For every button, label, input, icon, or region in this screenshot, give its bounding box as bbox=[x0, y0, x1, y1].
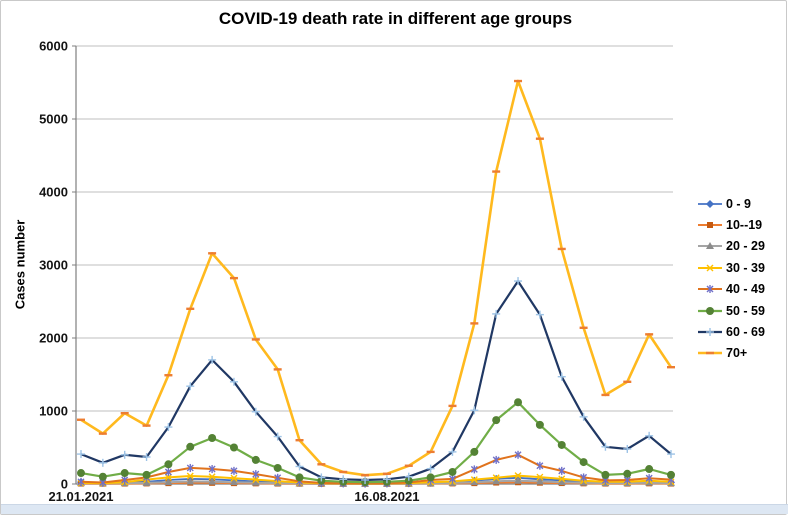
legend-label: 50 - 59 bbox=[726, 303, 765, 318]
y-tick-label: 6000 bbox=[39, 39, 68, 54]
chart-title: COVID-19 death rate in different age gro… bbox=[218, 9, 573, 28]
x-tick-label: 21.01.2021 bbox=[48, 489, 113, 504]
window-bottom-strip bbox=[1, 504, 788, 514]
y-tick-label: 0 bbox=[61, 477, 68, 492]
y-tick-label: 4000 bbox=[39, 185, 68, 200]
chart-legend: 0 - 9 10--19 20 - 29 30 - 39 40 - 49 50 - 59 6… bbox=[697, 193, 765, 364]
legend-swatch-line bbox=[698, 199, 722, 208]
legend-label: 0 - 9 bbox=[726, 196, 752, 211]
legend-label: 30 - 39 bbox=[726, 260, 765, 275]
legend-item-70+: 70+ bbox=[697, 343, 765, 364]
legend-item-10-19: 10--19 bbox=[697, 214, 765, 235]
y-tick-label: 5000 bbox=[39, 112, 68, 127]
legend-item-60-69: 60 - 69 bbox=[697, 321, 765, 342]
x-tick-label: 16.08.2021 bbox=[354, 489, 419, 504]
legend-swatch-line bbox=[698, 328, 722, 337]
legend-label: 10--19 bbox=[726, 218, 763, 233]
y-tick-label: 3000 bbox=[39, 258, 68, 273]
series-70+ bbox=[77, 79, 675, 477]
legend-swatch-line bbox=[698, 352, 722, 355]
legend-swatch-line bbox=[698, 222, 722, 229]
legend-label: 70+ bbox=[726, 346, 748, 361]
legend-label: 20 - 29 bbox=[726, 239, 765, 254]
line-chart-canvas: 0 1000 2000 3000 4000 5000 6000 21.01.2021 16.08… bbox=[39, 39, 675, 504]
legend-item-40-49: 40 - 49 bbox=[697, 279, 765, 300]
y-tick-label: 1000 bbox=[39, 404, 68, 419]
legend-item-0-9: 0 - 9 bbox=[697, 193, 765, 214]
legend-item-20-29: 20 - 29 bbox=[697, 236, 765, 257]
legend-item-50-59: 50 - 59 bbox=[697, 300, 765, 321]
legend-label: 60 - 69 bbox=[726, 325, 765, 340]
legend-swatch-line bbox=[698, 306, 722, 315]
legend-label: 40 - 49 bbox=[726, 282, 765, 297]
legend-swatch-line bbox=[698, 285, 722, 294]
legend-swatch-line bbox=[698, 242, 722, 250]
series-50-59 bbox=[77, 398, 675, 487]
series-60-69 bbox=[77, 277, 675, 484]
legend-item-30-39: 30 - 39 bbox=[697, 257, 765, 278]
y-tick-label: 2000 bbox=[39, 331, 68, 346]
legend-swatch-line bbox=[698, 264, 722, 272]
